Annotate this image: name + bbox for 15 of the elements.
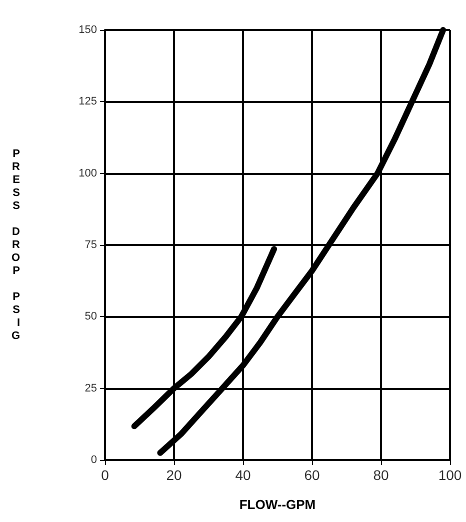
x-tick-label: 0 [101, 467, 110, 483]
y-tick-label: 150 [78, 24, 97, 36]
y-tick-label: 50 [84, 310, 97, 323]
y-tick-label: 125 [78, 96, 97, 108]
y-tick-label: 100 [78, 167, 97, 180]
x-tick-label: 20 [166, 467, 182, 483]
text: PRESS DROP PSIG [11, 148, 20, 342]
x-tick-label: 40 [235, 467, 251, 483]
x-tick-label: 60 [304, 467, 320, 483]
x-tick-label: 100 [438, 467, 462, 483]
x-axis-title: FLOW--GPM [239, 497, 316, 512]
y-tick-label: 0 [90, 454, 97, 466]
y-tick-label: 75 [84, 239, 97, 251]
y-tick-label: 25 [84, 382, 97, 394]
x-tick-label: 80 [373, 467, 389, 483]
